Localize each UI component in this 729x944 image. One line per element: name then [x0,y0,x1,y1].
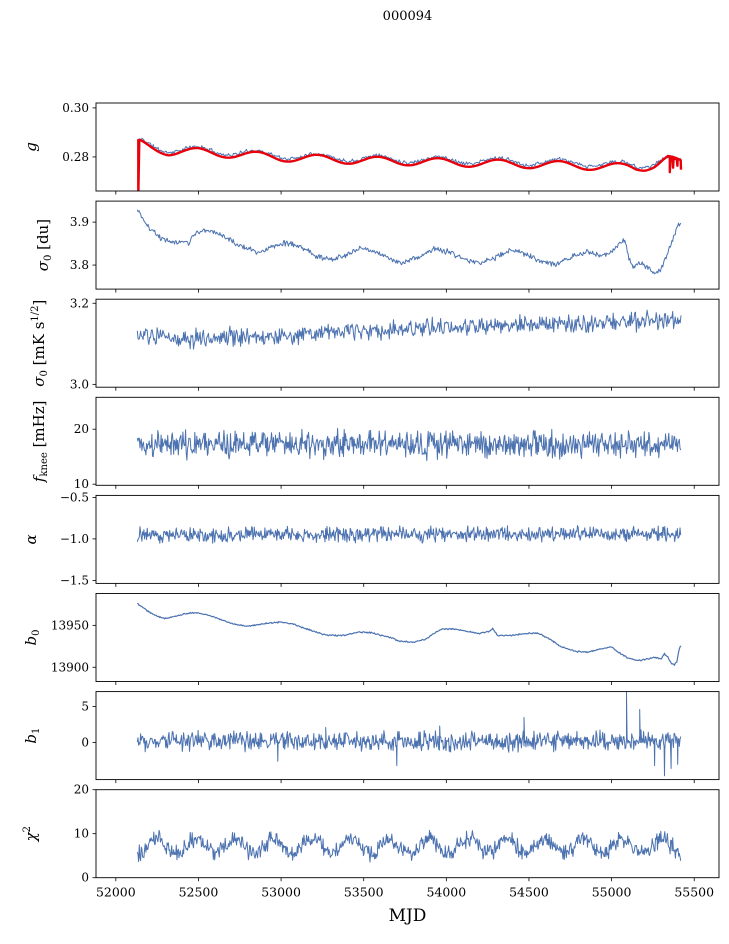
y-axis-label-chi2: χ2 [22,826,40,842]
figure-title: 000094 [382,9,433,24]
panel-border [95,494,720,584]
panel-border [95,396,720,486]
series-g-fit [136,138,683,191]
y-tick-label: 0 [81,736,89,750]
x-tick-label: 53500 [344,885,384,900]
panel-g: 0.28 0.30 g [22,101,720,195]
y-tick-label: 3.8 [70,258,89,272]
y-axis-label-sigma0-mk: σ0 [mK s1/2] [30,300,50,387]
y-tick-label: 0.28 [62,150,89,164]
y-axis-label-fknee: fknee [mHz] [30,401,50,484]
x-tick-label: 52000 [96,885,136,900]
panel-border [95,593,720,682]
y-axis-label-g: g [22,142,40,152]
series-alpha-data [136,525,682,544]
y-tick-label: −1.0 [60,532,89,546]
panel-fknee: 10 20 fknee [mHz] [30,396,720,491]
y-tick-label: 3.2 [70,296,89,310]
panel-chi2: 0 10 20 χ2 [22,783,720,885]
y-tick-label: 0.30 [62,101,89,115]
x-axis-label: MJD [388,906,427,926]
series-g-data [137,137,682,170]
x-tick-label: 54000 [426,885,466,900]
panel-border [95,691,720,781]
y-tick-label: 10 [74,477,89,491]
y-tick-label: 20 [74,783,89,797]
x-tick-label: 53000 [261,885,301,900]
panel-border [95,789,720,879]
series-chi2-data [136,829,682,863]
y-tick-label: 5 [81,700,89,714]
y-tick-label: 13900 [51,660,89,674]
series-sigma0-mk-data [136,309,682,350]
panel-sigma0-du: 3.8 3.9 σ0 [du] [34,200,720,293]
series-b1-data [136,691,682,777]
panel-b0: 13900 13950 b0 [22,593,720,685]
panel-border [95,200,720,290]
y-axis-label-b0: b0 [22,630,42,646]
y-axis-label-alpha: α [22,534,40,544]
series-b0-data [137,602,682,666]
y-tick-label: −1.5 [60,573,89,587]
y-axis-label-sigma0-du: σ0 [du] [34,219,54,271]
x-tick-label: 55500 [674,885,714,900]
x-tick-label: 52500 [179,885,219,900]
panel-b1: 0 5 b1 [22,691,720,784]
series-fknee-data [136,427,682,462]
y-tick-label: 10 [74,827,89,841]
panel-border [95,102,720,192]
y-tick-label: −0.5 [60,490,89,504]
x-tick-label: 54500 [509,885,549,900]
panel-alpha: −1.5 −1.0 −0.5 α [22,490,720,587]
y-tick-label: 20 [74,422,89,436]
panel-border [95,298,720,388]
y-tick-label: 0 [81,871,89,885]
y-axis-label-b1: b1 [22,728,42,744]
x-tick-label: 55000 [592,885,632,900]
y-tick-label: 3.0 [70,377,89,391]
y-tick-label: 3.9 [70,215,89,229]
panel-sigma0-mk: 3.0 3.2 σ0 [mK s1/2] [30,296,720,391]
series-sigma0-du-data [136,209,682,275]
y-tick-label: 13950 [51,618,89,632]
